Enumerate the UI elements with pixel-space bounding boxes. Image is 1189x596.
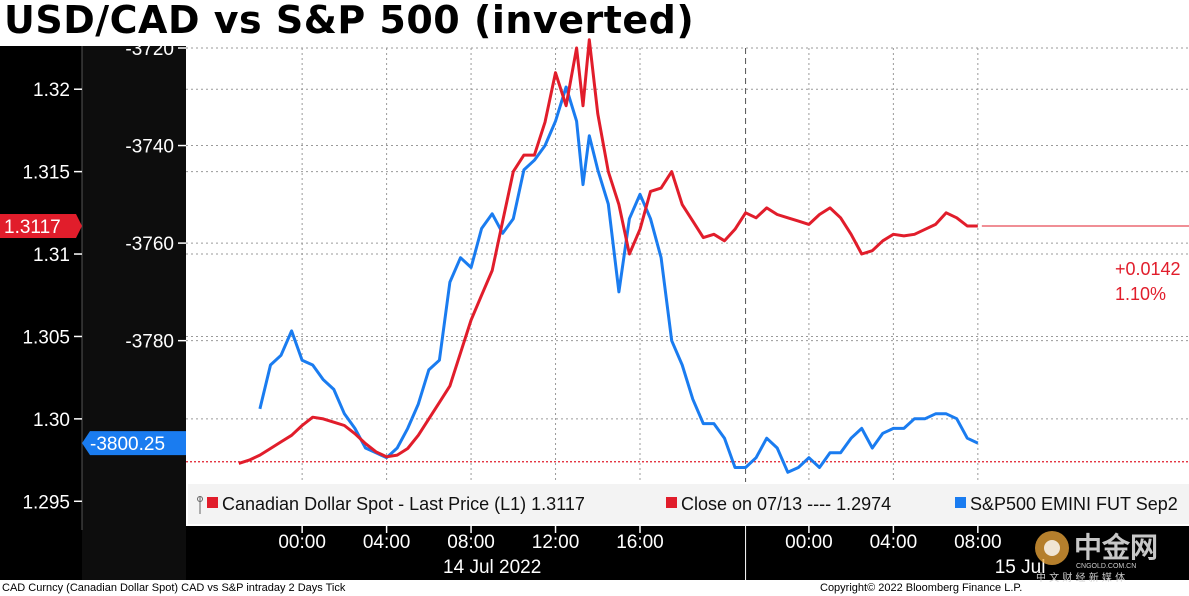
sp500-last-tag xyxy=(82,431,186,456)
legend-marker-pin xyxy=(197,496,203,502)
legend-swatch xyxy=(666,497,677,508)
cad-line xyxy=(238,38,978,465)
x-axis-tick-label: 08:00 xyxy=(954,532,1002,553)
left-axis-tick-label: 1.315 xyxy=(22,163,70,184)
x-axis-date-label: 14 Jul 2022 xyxy=(443,557,541,578)
left-axis-tick-label: 1.305 xyxy=(22,327,70,348)
sp500-last-label: -3800.25 xyxy=(90,434,165,455)
legend-swatch xyxy=(955,497,966,508)
change-pct-label: 1.10% xyxy=(1115,284,1166,304)
x-axis-tick-label: 08:00 xyxy=(447,532,495,553)
footer-source: CAD Curncy (Canadian Dollar Spot) CAD vs… xyxy=(2,582,346,594)
legend-band xyxy=(188,484,1189,524)
footer-copyright: Copyright© 2022 Bloomberg Finance L.P. xyxy=(820,582,1023,594)
legend-label: S&P500 EMINI FUT Sep2 xyxy=(970,494,1178,514)
sp500-line xyxy=(258,85,979,474)
x-axis-panel xyxy=(186,526,1189,580)
legend-label: Close on 07/13 ---- 1.2974 xyxy=(681,494,891,514)
right-axis-tick-label: -3760 xyxy=(125,234,174,255)
left-axis-panel xyxy=(0,46,82,580)
legend-label: Canadian Dollar Spot - Last Price (L1) 1… xyxy=(222,494,585,514)
right-axis-tick-label: -3780 xyxy=(125,332,174,353)
watermark-logo: 中金网 CNGOLD.COM.CN 中 文 财 经 新 媒 体 xyxy=(1035,531,1158,584)
cad-last-tag-arrow xyxy=(76,214,82,239)
cad-last-label: 1.3117 xyxy=(4,217,61,238)
legend-swatch xyxy=(207,497,218,508)
watermark-cn: 中金网 xyxy=(1074,531,1158,564)
right-axis-panel xyxy=(82,46,186,580)
right-axis-tick-label: -3720 xyxy=(125,39,174,60)
left-axis-tick-label: 1.31 xyxy=(33,245,70,266)
x-axis-tick-label: 16:00 xyxy=(616,532,664,553)
watermark-sub: 中 文 财 经 新 媒 体 xyxy=(1036,571,1125,584)
x-axis-date-label: 15 Jul xyxy=(995,557,1046,578)
x-axis-tick-label: 04:00 xyxy=(870,532,918,553)
left-axis-tick-label: 1.32 xyxy=(33,80,70,101)
x-axis-tick-label: 00:00 xyxy=(278,532,326,553)
chart-title: USD/CAD vs S&P 500 (inverted) xyxy=(4,0,695,42)
watermark-url: CNGOLD.COM.CN xyxy=(1076,563,1136,570)
x-axis-tick-label: 04:00 xyxy=(363,532,411,553)
right-axis-tick-label: -3740 xyxy=(125,137,174,158)
x-axis-tick-label: 00:00 xyxy=(785,532,833,553)
cad-last-tag xyxy=(0,214,76,239)
left-axis-tick-label: 1.295 xyxy=(22,492,70,513)
x-axis-tick-label: 12:00 xyxy=(532,532,580,553)
left-axis-tick-label: 1.30 xyxy=(33,410,70,431)
change-abs-label: +0.0142 xyxy=(1115,259,1181,279)
